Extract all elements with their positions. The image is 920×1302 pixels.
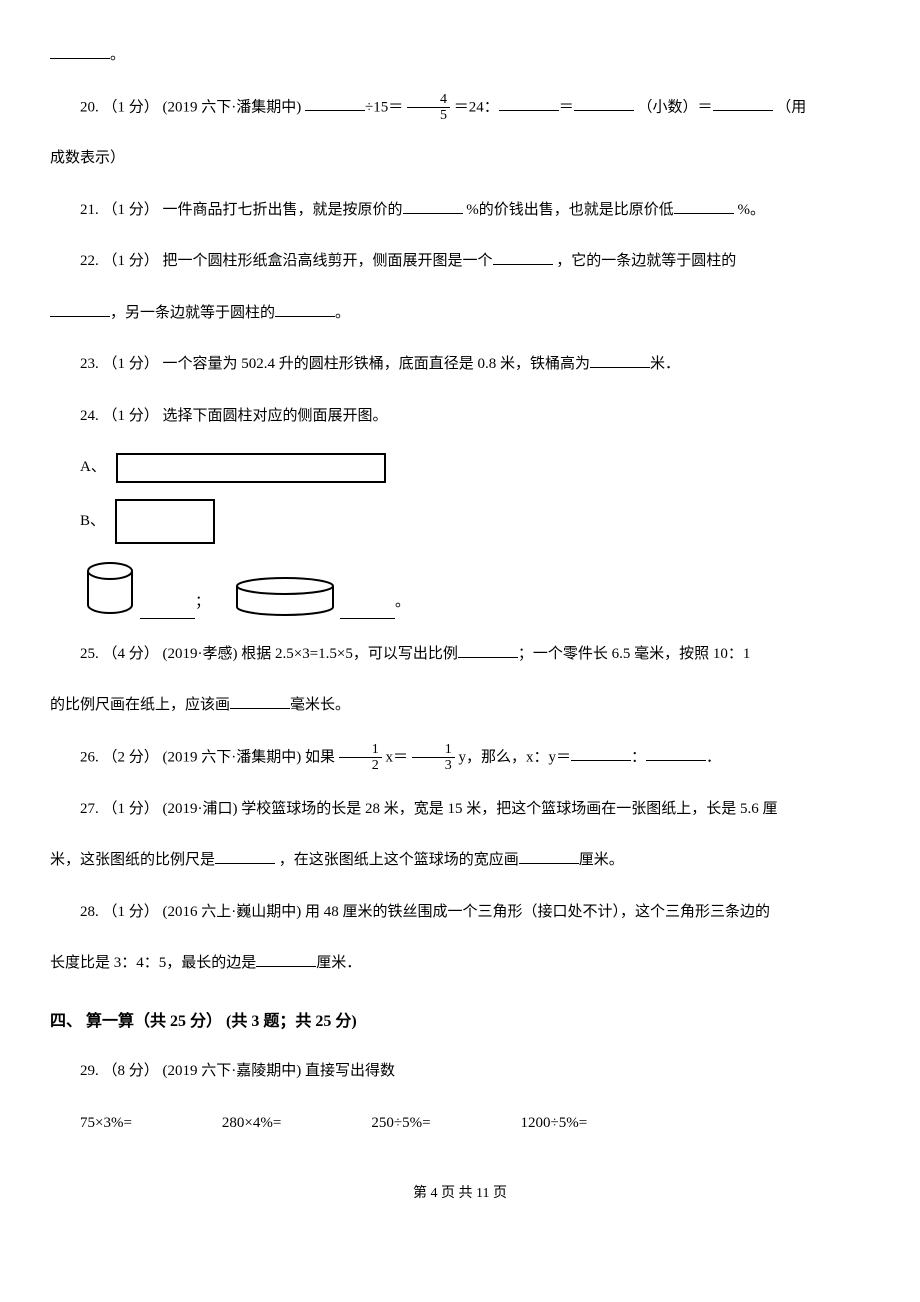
text: ÷15＝ <box>365 99 407 115</box>
q28: 28. （1 分） (2016 六上·巍山期中) 用 48 厘米的铁丝围成一个三… <box>50 897 870 929</box>
text: x＝ <box>382 749 412 765</box>
text: ，在这张图纸上这个篮球场的宽应画 <box>275 852 519 868</box>
text: 长度比是 3：4：5，最长的边是 <box>50 955 256 971</box>
text: ． <box>706 749 721 765</box>
blank <box>340 601 395 619</box>
fraction: 12 <box>339 742 382 774</box>
cylinder-tall-icon <box>80 559 140 619</box>
text: 成数表示） <box>50 150 125 166</box>
section-4-header: 四、 算一算（共 25 分） (共 3 题；共 25 分) <box>50 1005 870 1039</box>
cylinder-flat-icon <box>230 574 340 619</box>
blank <box>493 247 553 265</box>
q22-line2: ，另一条边就等于圆柱的 。 <box>50 298 870 330</box>
text: 23. （1 分） 一个容量为 502.4 升的圆柱形铁桶，底面直径是 0.8 … <box>80 356 590 372</box>
blank <box>713 93 773 111</box>
blank <box>403 196 463 214</box>
blank <box>458 640 518 658</box>
blank <box>275 299 335 317</box>
q29: 29. （8 分） (2019 六下·嘉陵期中) 直接写出得数 <box>50 1056 870 1088</box>
separator: ； <box>195 587 210 619</box>
calc-item: 75×3%= <box>80 1108 132 1140</box>
calc-item: 280×4%= <box>222 1108 281 1140</box>
text: 20. （1 分） (2019 六下·潘集期中) <box>80 99 305 115</box>
text: 26. （2 分） (2019 六下·潘集期中) 如果 <box>80 749 339 765</box>
blank <box>499 93 559 111</box>
blank <box>50 299 110 317</box>
blank <box>50 41 110 59</box>
q24: 24. （1 分） 选择下面圆柱对应的侧面展开图。 <box>50 401 870 433</box>
label-a: A、 <box>80 452 106 484</box>
text: y，那么，x：y＝ <box>455 749 571 765</box>
q26: 26. （2 分） (2019 六下·潘集期中) 如果 12 x＝ 13 y，那… <box>50 742 870 774</box>
blank <box>305 93 365 111</box>
blank <box>674 196 734 214</box>
q28-line2: 长度比是 3：4：5，最长的边是 厘米． <box>50 948 870 980</box>
text: （小数）＝ <box>634 99 713 115</box>
text: 29. （8 分） (2019 六下·嘉陵期中) 直接写出得数 <box>80 1063 395 1079</box>
blank <box>590 350 650 368</box>
q25: 25. （4 分） (2019·孝感) 根据 2.5×3=1.5×5，可以写出比… <box>50 639 870 671</box>
text: ；一个零件长 6.5 毫米，按照 10：1 <box>518 646 751 662</box>
fraction: 13 <box>412 742 455 774</box>
q21: 21. （1 分） 一件商品打七折出售，就是按原价的 %的价钱出售，也就是比原价… <box>50 195 870 227</box>
text: 米． <box>650 356 680 372</box>
text: %的价钱出售，也就是比原价低 <box>463 202 674 218</box>
q20: 20. （1 分） (2019 六下·潘集期中) ÷15＝ 45 ＝24： ＝ （… <box>50 92 870 124</box>
text: ，它的一条边就等于圆柱的 <box>553 253 737 269</box>
q23: 23. （1 分） 一个容量为 502.4 升的圆柱形铁桶，底面直径是 0.8 … <box>50 349 870 381</box>
q22: 22. （1 分） 把一个圆柱形纸盒沿高线剪开，侧面展开图是一个 ，它的一条边就… <box>50 246 870 278</box>
blank <box>215 846 275 864</box>
text: 28. （1 分） (2016 六上·巍山期中) 用 48 厘米的铁丝围成一个三… <box>80 904 770 920</box>
blank <box>571 743 631 761</box>
text: 毫米长。 <box>290 697 350 713</box>
blank <box>256 949 316 967</box>
calc-item: 250÷5%= <box>371 1108 430 1140</box>
q19-tail: 。 <box>50 40 870 72</box>
fraction: 45 <box>407 92 450 124</box>
text: 米，这张图纸的比例尺是 <box>50 852 215 868</box>
text: 24. （1 分） 选择下面圆柱对应的侧面展开图。 <box>80 408 388 424</box>
text: ＝24： <box>450 99 499 115</box>
q25-line2: 的比例尺画在纸上，应该画 毫米长。 <box>50 690 870 722</box>
text: 27. （1 分） (2019·浦口) 学校篮球场的长是 28 米，宽是 15 … <box>80 801 778 817</box>
q27-line2: 米，这张图纸的比例尺是 ，在这张图纸上这个篮球场的宽应画 厘米。 <box>50 845 870 877</box>
q20-line2: 成数表示） <box>50 143 870 175</box>
text: 25. （4 分） (2019·孝感) 根据 2.5×3=1.5×5，可以写出比… <box>80 646 458 662</box>
text: 21. （1 分） 一件商品打七折出售，就是按原价的 <box>80 202 403 218</box>
rectangle-wide <box>116 453 386 483</box>
text: ，另一条边就等于圆柱的 <box>110 305 275 321</box>
text: 。 <box>110 47 125 63</box>
text: %。 <box>734 202 765 218</box>
figure-b-row: B、 <box>50 499 870 544</box>
q27: 27. （1 分） (2019·浦口) 学校篮球场的长是 28 米，宽是 15 … <box>50 794 870 826</box>
blank <box>519 846 579 864</box>
text: 厘米。 <box>579 852 624 868</box>
rectangle-narrow <box>115 499 215 544</box>
cylinders-row: ； 。 <box>80 559 870 619</box>
text: 的比例尺画在纸上，应该画 <box>50 697 230 713</box>
text: 。 <box>335 305 350 321</box>
label-b: B、 <box>80 506 105 538</box>
text: ： <box>631 749 646 765</box>
text: 厘米． <box>316 955 361 971</box>
end: 。 <box>395 587 410 619</box>
text: ＝ <box>559 99 574 115</box>
blank <box>140 601 195 619</box>
figure-a-row: A、 <box>50 452 870 484</box>
blank <box>230 691 290 709</box>
calc-item: 1200÷5%= <box>521 1108 588 1140</box>
blank <box>574 93 634 111</box>
blank <box>646 743 706 761</box>
calc-row: 75×3%= 280×4%= 250÷5%= 1200÷5%= <box>80 1108 870 1140</box>
text: （用 <box>773 99 807 115</box>
page-footer: 第 4 页 共 11 页 <box>50 1179 870 1208</box>
text: 22. （1 分） 把一个圆柱形纸盒沿高线剪开，侧面展开图是一个 <box>80 253 493 269</box>
